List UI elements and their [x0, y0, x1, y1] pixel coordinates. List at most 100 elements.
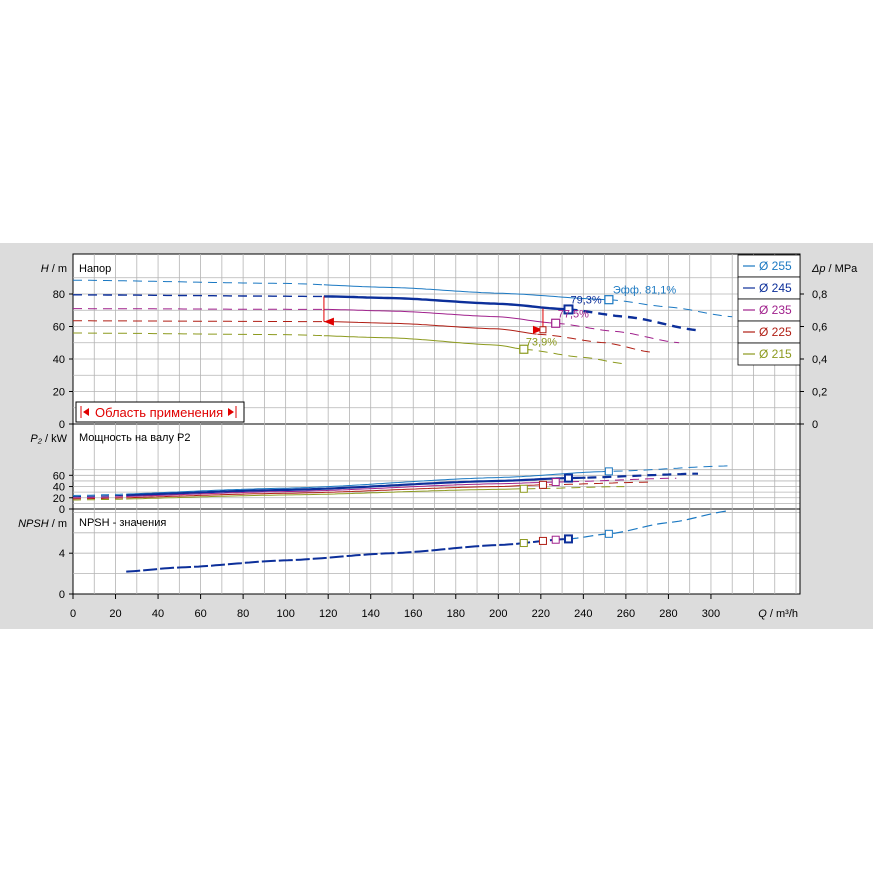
x-tick-label: 120 [319, 608, 337, 620]
application-range-box: Область применения [75, 401, 245, 423]
efficiency-label: 73,9% [526, 336, 557, 348]
x-tick-label: 200 [489, 608, 507, 620]
power-y-tick-label: 40 [53, 482, 65, 494]
x-tick-label: 80 [237, 608, 249, 620]
head-curve-dashed [73, 320, 324, 323]
legend-label: Ø 215 [759, 347, 792, 361]
legend-label: Ø 255 [759, 259, 792, 273]
power-curve-dashed [72, 497, 125, 500]
power-curve-dashed-tail [587, 472, 698, 479]
range-arrow-left-icon [83, 408, 89, 416]
power-curve [126, 476, 586, 497]
npsh-marker [563, 534, 573, 544]
power-curve [126, 470, 612, 495]
duty-point-marker [539, 326, 547, 334]
head-y-tick-label: 40 [53, 354, 65, 366]
chart-svg: 0 20 40 60 80 100 120 140 160 180 200 220 240 260 280 3… [18, 253, 858, 620]
head-curve-dashed-tail [523, 348, 626, 365]
npsh-curve-tail [568, 510, 731, 540]
head-curve [323, 295, 567, 311]
power-panel-title: Мощность на валу P2 [79, 432, 191, 444]
x-axis-label: Q / m³/h [758, 608, 798, 620]
power-curve [126, 488, 526, 500]
head-y-tick-label: 20 [53, 387, 65, 399]
head-curve [323, 284, 609, 301]
x-tick-label: 20 [109, 608, 121, 620]
head-y-tick-label: 60 [53, 322, 65, 334]
efficiency-label: Эфф. 81,1% [613, 285, 677, 297]
application-range-label: Область применения [95, 405, 223, 420]
x-tick-label: 0 [70, 608, 76, 620]
power-curve-dashed-tail [548, 481, 652, 486]
dp-tick-label: 0 [812, 419, 818, 431]
power-curve-dashed [72, 496, 125, 499]
legend-label: Ø 235 [759, 303, 792, 317]
power-curve-dashed [72, 493, 125, 496]
x-tick-label: 140 [362, 608, 380, 620]
legend-item [737, 342, 801, 366]
power-axis-title: P₂ / kW [30, 433, 67, 445]
x-tick-label: 280 [659, 608, 677, 620]
efficiency-marker [604, 295, 614, 305]
range-arrow-right [532, 325, 543, 334]
npsh-marker [519, 539, 528, 548]
npsh-axis-title: NPSH / m [18, 518, 67, 530]
power-y-tick-label: 60 [53, 470, 65, 482]
power-marker [604, 467, 613, 476]
head-y-tick-label: 80 [53, 289, 65, 301]
head-curve [323, 335, 524, 350]
dp-tick-label: 0,8 [812, 289, 827, 301]
power-y-tick-label: 20 [53, 493, 65, 505]
head-panel-title: Напор [79, 263, 111, 275]
power-y-tick-label: 0 [59, 504, 65, 516]
legend-label: Ø 225 [759, 325, 792, 339]
power-curve-dashed [73, 494, 125, 498]
head-curve-dashed-tail [555, 322, 680, 344]
efficiency-marker [551, 318, 561, 328]
head-curve-dashed [73, 308, 324, 310]
head-axis-title: H / m [41, 263, 67, 275]
npsh-marker [551, 535, 560, 544]
head-y-tick-label: 0 [59, 419, 65, 431]
power-curve-dashed-tail [613, 465, 729, 472]
power-marker [563, 473, 573, 483]
legend-label: Ø 245 [759, 281, 792, 295]
x-tick-label: 260 [617, 608, 635, 620]
x-tick-label: 100 [276, 608, 294, 620]
x-tick-label: 180 [447, 608, 465, 620]
head-curve-dashed-tail [608, 299, 733, 318]
x-tick-label: 300 [702, 608, 720, 620]
head-curve-dashed [73, 294, 324, 298]
x-tick-label: 40 [152, 608, 164, 620]
x-tick-label: 220 [532, 608, 550, 620]
npsh-y-tick-label: 4 [59, 548, 65, 560]
power-marker [538, 480, 547, 489]
head-curve [323, 308, 554, 324]
power-marker [551, 478, 560, 487]
range-arrow-left [323, 317, 334, 326]
npsh-y-tick-label: 0 [59, 589, 65, 601]
npsh-marker [538, 536, 547, 545]
npsh-curve [126, 537, 569, 573]
head-curve-dashed [73, 279, 324, 286]
range-arrow-right-icon [228, 408, 234, 416]
efficiency-label: 79,3% [570, 294, 601, 306]
head-curve [323, 321, 537, 335]
power-curve-dashed-tail [569, 477, 677, 483]
pump-performance-chart: 0 20 40 60 80 100 120 140 160 180 200 220 240 260 280 3… [0, 243, 873, 629]
efficiency-label: 77,5% [558, 308, 589, 320]
power-curve [126, 481, 569, 497]
head-curve-dashed [73, 332, 324, 337]
power-curve-dashed [73, 498, 125, 501]
x-tick-label: 160 [404, 608, 422, 620]
application-range-frame [75, 401, 245, 423]
npsh-marker [604, 529, 613, 538]
npsh-panel-title: NPSH - значения [79, 517, 166, 529]
head-curve-dashed-tail [537, 333, 653, 353]
efficiency-marker [519, 344, 529, 354]
dp-tick-label: 0,4 [812, 354, 827, 366]
head-curve-dashed-tail [568, 308, 701, 332]
dp-tick-label: 0,6 [812, 322, 827, 334]
dp-axis-title: Δp / MPa [811, 263, 858, 275]
power-curve [126, 484, 548, 499]
